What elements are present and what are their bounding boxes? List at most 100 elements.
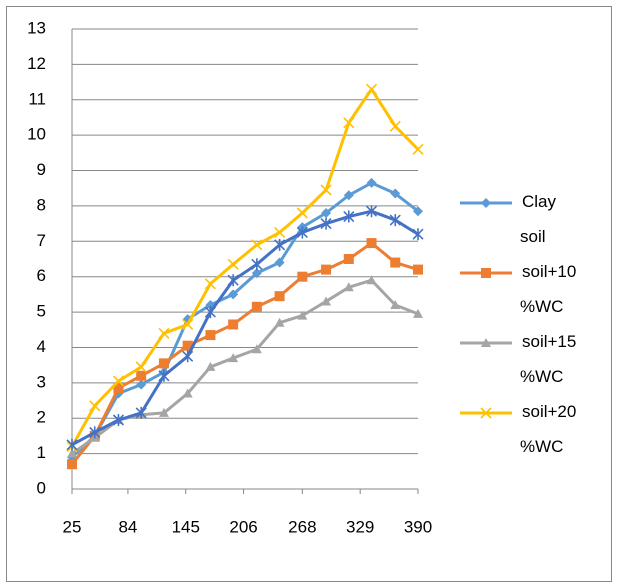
y-tick-label: 7 xyxy=(37,231,46,250)
marker xyxy=(274,226,286,239)
legend-marker xyxy=(481,338,491,347)
marker xyxy=(182,318,194,331)
legend-marker xyxy=(480,407,492,419)
line xyxy=(70,241,419,466)
marker xyxy=(228,289,239,300)
y-tick-label: 13 xyxy=(27,18,46,37)
marker xyxy=(343,190,354,201)
marker xyxy=(182,340,193,351)
marker xyxy=(136,370,147,381)
marker xyxy=(274,291,285,302)
marker xyxy=(227,274,239,287)
line xyxy=(70,87,420,448)
marker xyxy=(390,257,401,268)
chart-border xyxy=(6,6,612,582)
marker xyxy=(89,426,101,439)
marker xyxy=(204,278,216,290)
line xyxy=(71,209,419,447)
marker xyxy=(390,188,401,199)
marker xyxy=(67,448,77,458)
legend-label: soil+20 %WC xyxy=(520,402,576,456)
x-tick-label: 206 xyxy=(229,517,257,536)
marker xyxy=(251,268,262,279)
legend-label: Clay soil xyxy=(520,192,557,246)
marker xyxy=(274,238,286,251)
y-tick-label: 8 xyxy=(37,195,46,214)
y-tick-label: 11 xyxy=(28,89,46,108)
marker xyxy=(158,369,170,382)
marker xyxy=(365,83,378,95)
x-tick-label: 25 xyxy=(63,517,82,536)
marker xyxy=(67,459,77,470)
marker xyxy=(389,214,401,227)
marker xyxy=(412,143,424,155)
marker xyxy=(228,353,239,363)
marker xyxy=(389,120,401,132)
marker xyxy=(343,117,355,129)
y-tick-label: 10 xyxy=(27,125,46,144)
marker xyxy=(297,271,308,282)
x-tick-label: 329 xyxy=(346,517,374,536)
marker xyxy=(228,319,239,330)
y-tick-label: 6 xyxy=(37,266,46,285)
series xyxy=(66,205,424,451)
marker xyxy=(366,177,377,188)
marker xyxy=(297,310,308,320)
marker xyxy=(182,350,194,363)
marker xyxy=(182,388,193,398)
y-tick-label: 4 xyxy=(37,337,46,356)
marker xyxy=(366,275,377,285)
marker xyxy=(412,228,424,241)
marker xyxy=(135,406,147,419)
marker xyxy=(413,206,423,217)
marker xyxy=(66,438,78,451)
y-tick-label: 9 xyxy=(37,160,46,179)
series xyxy=(67,238,423,470)
x-tick-label: 390 xyxy=(404,517,432,536)
marker xyxy=(158,358,169,369)
marker xyxy=(343,210,355,223)
marker xyxy=(365,205,378,218)
y-tick-label: 1 xyxy=(37,443,46,462)
line xyxy=(70,181,419,459)
x-tick-label: 268 xyxy=(288,517,316,536)
marker xyxy=(205,361,216,371)
marker xyxy=(413,264,423,275)
marker xyxy=(112,375,125,387)
marker xyxy=(366,238,377,249)
marker xyxy=(251,239,263,251)
marker xyxy=(227,258,239,270)
y-tick-label: 2 xyxy=(37,408,46,427)
marker xyxy=(321,296,332,306)
marker xyxy=(89,400,101,412)
marker xyxy=(343,254,354,264)
y-tick-label: 5 xyxy=(37,302,46,321)
marker xyxy=(321,264,332,275)
marker xyxy=(296,226,308,239)
legend-label: soil+15 %WC xyxy=(520,332,576,386)
y-tick-label: 12 xyxy=(27,54,46,73)
marker xyxy=(251,258,263,271)
marker xyxy=(274,317,285,327)
marker xyxy=(274,257,285,268)
marker xyxy=(113,383,124,394)
legend-marker xyxy=(481,268,491,278)
marker xyxy=(390,300,401,309)
marker xyxy=(343,282,354,292)
marker xyxy=(205,330,216,341)
marker xyxy=(135,361,147,373)
x-tick-label: 84 xyxy=(118,517,137,536)
marker xyxy=(320,184,332,196)
marker xyxy=(112,414,125,426)
y-tick-label: 0 xyxy=(37,478,46,497)
marker xyxy=(413,308,423,318)
legend-label: soil+10 %WC xyxy=(520,262,576,316)
marker xyxy=(251,344,262,354)
marker xyxy=(158,407,169,417)
marker xyxy=(136,379,147,390)
y-tick-label: 3 xyxy=(37,372,46,391)
marker xyxy=(320,217,332,230)
marker xyxy=(251,301,262,312)
x-tick-label: 145 xyxy=(172,517,200,536)
